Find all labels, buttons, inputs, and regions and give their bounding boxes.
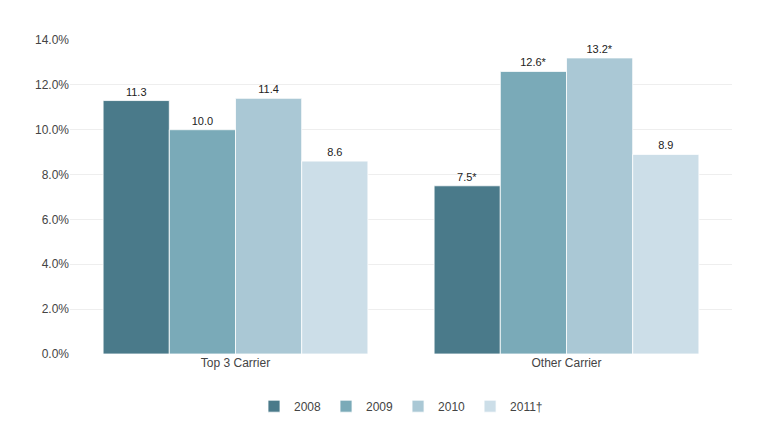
svg-text:12.6*: 12.6*: [520, 56, 546, 68]
svg-text:13.2*: 13.2*: [586, 43, 612, 55]
svg-text:7.5*: 7.5*: [457, 171, 477, 183]
svg-text:11.3: 11.3: [126, 86, 147, 98]
svg-text:8.9: 8.9: [658, 139, 673, 151]
svg-text:2010: 2010: [438, 400, 465, 414]
svg-text:14.0%: 14.0%: [35, 33, 69, 47]
svg-text:2008: 2008: [294, 400, 321, 414]
svg-text:10.0%: 10.0%: [35, 123, 69, 137]
svg-text:12.0%: 12.0%: [35, 78, 69, 92]
svg-text:11.4: 11.4: [258, 83, 279, 95]
svg-text:Other Carrier: Other Carrier: [531, 356, 601, 370]
svg-text:Top 3 Carrier: Top 3 Carrier: [201, 356, 270, 370]
svg-text:6.0%: 6.0%: [42, 213, 70, 227]
svg-text:2.0%: 2.0%: [42, 302, 70, 316]
svg-text:8.6: 8.6: [327, 146, 342, 158]
svg-text:2011†: 2011†: [510, 400, 542, 414]
svg-text:2009: 2009: [366, 400, 393, 414]
svg-text:4.0%: 4.0%: [42, 257, 70, 271]
svg-text:10.0: 10.0: [192, 115, 213, 127]
svg-text:0.0%: 0.0%: [42, 347, 70, 361]
svg-text:8.0%: 8.0%: [42, 168, 70, 182]
